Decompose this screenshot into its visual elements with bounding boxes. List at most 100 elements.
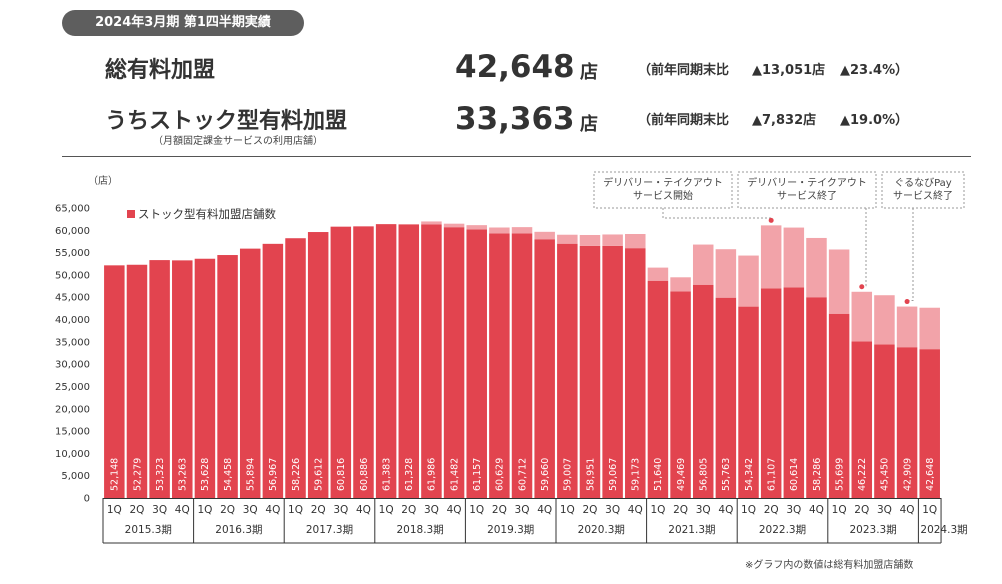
annotation-marker (768, 217, 774, 223)
bar-stock (172, 260, 193, 498)
bar-value-label: 56,805 (699, 458, 710, 491)
year-label: 2021.3期 (668, 524, 715, 536)
bar-stock (760, 288, 782, 498)
bar-stock (375, 224, 397, 498)
bar-value-label: 59,007 (563, 458, 574, 491)
bar-other (625, 233, 646, 249)
bar-stock (806, 297, 827, 498)
quarter-label: 4Q (628, 504, 643, 516)
annotation-text: デリバリー・テイクアウト (603, 176, 723, 189)
total-unit: 店 (580, 62, 598, 83)
quarter-label: 3Q (243, 504, 258, 516)
bar-stock (511, 233, 533, 498)
bar-stock (217, 255, 238, 498)
total-label: 総有料加盟 (105, 58, 216, 83)
quarter-label: 4Q (356, 504, 371, 516)
y-tick-label: 15,000 (55, 427, 90, 438)
y-tick-label: 20,000 (55, 404, 90, 415)
quarter-label: 3Q (786, 504, 801, 516)
quarter-label: 1Q (197, 504, 212, 516)
bar-value-label: 60,614 (789, 458, 800, 491)
bar-other (919, 307, 940, 350)
bar-other (557, 234, 578, 244)
bar-other (783, 227, 805, 288)
bar-stock (851, 341, 873, 498)
bar-value-label: 53,628 (200, 458, 211, 491)
bar-other (534, 231, 555, 240)
bar-value-label: 59,067 (608, 458, 619, 491)
bar-stock (692, 284, 714, 498)
bar-other (760, 225, 782, 289)
bar-value-label: 59,660 (540, 458, 551, 491)
annotation-marker (904, 299, 910, 305)
bar-value-label: 58,286 (812, 458, 823, 491)
bar-value-label: 61,986 (427, 458, 438, 491)
quarter-label: 2Q (401, 504, 416, 516)
y-tick-label: 65,000 (55, 204, 90, 215)
quarter-label: 3Q (605, 504, 620, 516)
bar-stock (896, 347, 918, 498)
bar-other (670, 277, 691, 292)
bar-value-label: 52,279 (132, 458, 143, 491)
bar-value-label: 58,951 (585, 458, 596, 491)
year-label: 2024.3期 (920, 524, 967, 536)
y-tick-label: 40,000 (55, 315, 90, 326)
annotation-box (737, 171, 877, 209)
bar-value-label: 52,148 (110, 458, 121, 491)
chart-footnote: ※グラフ内の数値は総有料加盟店舗数 (745, 560, 914, 571)
annotation-text: デリバリー・テイクアウト (747, 176, 867, 189)
bar-other (692, 244, 714, 285)
quarter-label: 2Q (311, 504, 326, 516)
bar-value-label: 56,967 (268, 458, 279, 491)
bar-stock (715, 297, 737, 498)
bar-value-label: 59,173 (631, 458, 642, 491)
bar-other (715, 249, 737, 298)
bar-value-label: 53,263 (178, 458, 189, 491)
bar-value-label: 61,383 (381, 458, 392, 491)
bar-value-label: 60,712 (517, 458, 528, 491)
bar-stock (489, 233, 510, 498)
quarter-label: 4Q (900, 504, 915, 516)
quarter-label: 1Q (922, 504, 937, 516)
quarter-label: 4Q (265, 504, 280, 516)
quarter-label: 2Q (854, 504, 869, 516)
total-value: 42,648 (455, 49, 575, 85)
quarter-label: 4Q (537, 504, 552, 516)
bar-stock (307, 232, 329, 499)
bar-stock (557, 243, 578, 498)
year-label: 2022.3期 (759, 524, 806, 536)
stock-unit: 店 (580, 114, 598, 135)
bar-other (647, 267, 669, 281)
annotation-leader (662, 208, 772, 221)
y-tick-label: 55,000 (55, 248, 90, 259)
quarter-label: 2Q (764, 504, 779, 516)
year-label: 2020.3期 (578, 524, 625, 536)
y-tick-label: 35,000 (55, 337, 90, 348)
bar-other (874, 295, 895, 345)
bar-stock (126, 264, 148, 498)
quarter-label: 1Q (288, 504, 303, 516)
bar-other (466, 225, 487, 230)
quarter-label: 1Q (107, 504, 122, 516)
quarter-label: 1Q (560, 504, 575, 516)
bar-other (443, 223, 465, 228)
quarter-label: 2Q (582, 504, 597, 516)
quarter-label: 4Q (809, 504, 824, 516)
bar-value-label: 45,450 (880, 458, 891, 491)
bar-value-label: 42,909 (902, 458, 913, 491)
bar-stock (625, 248, 646, 498)
quarter-label: 2Q (673, 504, 688, 516)
quarter-label: 3Q (424, 504, 439, 516)
bar-value-label: 54,458 (223, 458, 234, 491)
y-tick-label: 25,000 (55, 382, 90, 393)
quarter-label: 1Q (379, 504, 394, 516)
bar-stock (874, 344, 895, 498)
bar-other (602, 234, 623, 246)
bar-other (828, 249, 850, 314)
bar-stock (194, 258, 216, 498)
bar-value-label: 49,469 (676, 458, 687, 491)
bar-other (421, 221, 442, 225)
year-label: 2015.3期 (125, 524, 172, 536)
stock-compare-label: （前年同期末比 (638, 113, 730, 128)
